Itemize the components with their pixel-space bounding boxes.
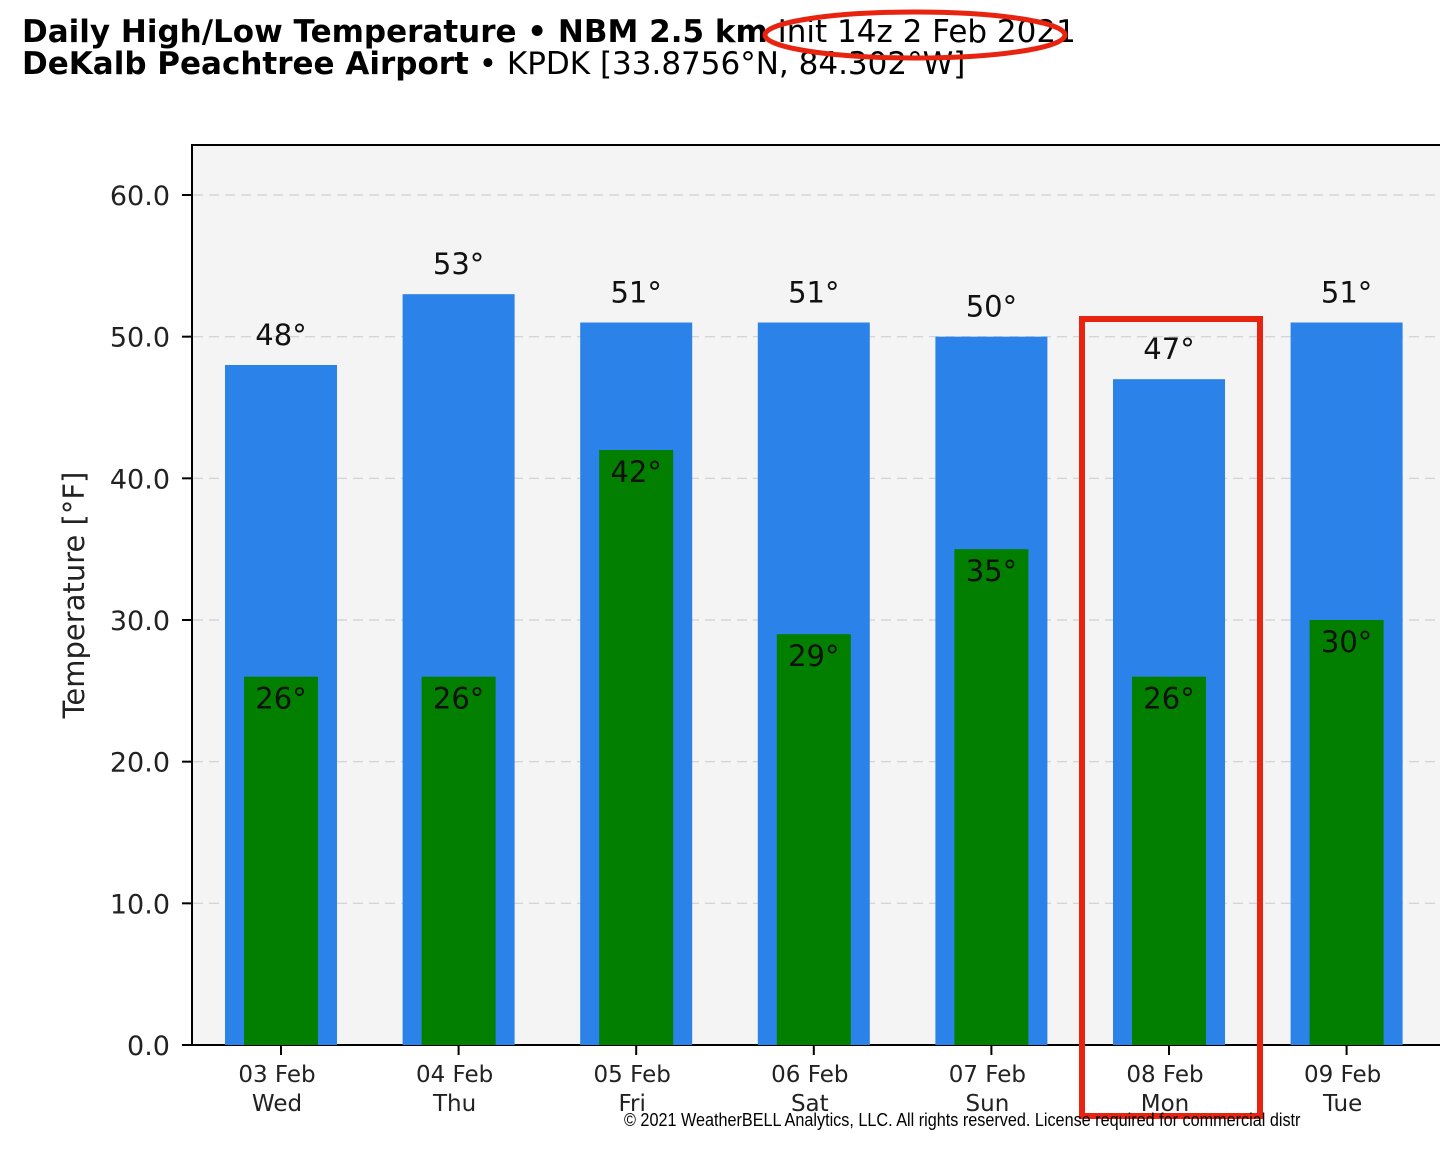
low-value-label: 26° — [433, 682, 484, 716]
y-axis-label: Temperature [°F] — [57, 472, 91, 720]
station-id-coords: • KPDK [33.8756°N, 84.302°W] — [468, 46, 966, 82]
x-tick-date: 09 Feb — [1304, 1062, 1381, 1088]
low-bar — [421, 676, 496, 1045]
high-value-label: 51° — [610, 276, 661, 310]
low-value-label: 29° — [788, 639, 839, 673]
low-value-label: 35° — [966, 554, 1017, 588]
low-bar — [244, 676, 318, 1045]
high-value-label: 50° — [966, 290, 1017, 324]
x-tick-day: Tue — [1322, 1091, 1362, 1117]
low-bar — [1309, 620, 1384, 1045]
x-tick-day: Fri — [618, 1091, 645, 1117]
low-value-label: 26° — [255, 682, 306, 716]
high-value-label: 51° — [788, 276, 839, 310]
init-time-circle — [762, 9, 1068, 61]
low-value-label: 26° — [1143, 682, 1194, 716]
x-tick-day: Sun — [966, 1091, 1010, 1117]
low-value-label: 30° — [1321, 625, 1372, 659]
x-tick-date: 06 Feb — [771, 1062, 848, 1088]
copyright-notice: © 2021 WeatherBELL Analytics, LLC. All r… — [624, 1110, 1301, 1130]
high-value-label: 47° — [1143, 332, 1194, 366]
y-tick-label: 50.0 — [110, 323, 170, 354]
high-value-label: 53° — [433, 247, 484, 281]
y-tick-label: 10.0 — [110, 889, 170, 920]
low-bar — [1132, 676, 1206, 1045]
station-name: DeKalb Peachtree Airport — [22, 46, 469, 82]
y-tick-label: 0.0 — [127, 1031, 170, 1062]
y-tick-label: 30.0 — [110, 606, 170, 637]
high-value-label: 48° — [255, 318, 306, 352]
high-value-label: 51° — [1321, 276, 1372, 310]
low-value-label: 42° — [610, 455, 661, 489]
x-tick-day: Thu — [432, 1091, 476, 1117]
x-tick-date: 04 Feb — [416, 1062, 493, 1088]
x-tick-date: 08 Feb — [1126, 1062, 1203, 1088]
chart-title-main: Daily High/Low Temperature • NBM 2.5 km — [22, 14, 768, 50]
y-tick-label: 20.0 — [110, 748, 170, 779]
highlight-box — [1079, 316, 1263, 1119]
x-tick-day: Sat — [791, 1091, 829, 1117]
low-bar — [776, 634, 851, 1045]
x-tick-date: 05 Feb — [594, 1062, 671, 1088]
y-tick-label: 60.0 — [110, 181, 170, 212]
x-tick-date: 07 Feb — [949, 1062, 1026, 1088]
chart-subtitle: DeKalb Peachtree Airport • KPDK [33.8756… — [22, 46, 965, 82]
x-tick-date: 03 Feb — [238, 1062, 315, 1088]
y-tick-label: 40.0 — [110, 464, 170, 495]
x-tick-day: Mon — [1141, 1091, 1190, 1117]
low-bar — [599, 450, 674, 1045]
x-tick-day: Wed — [252, 1091, 302, 1117]
low-bar — [954, 549, 1029, 1045]
